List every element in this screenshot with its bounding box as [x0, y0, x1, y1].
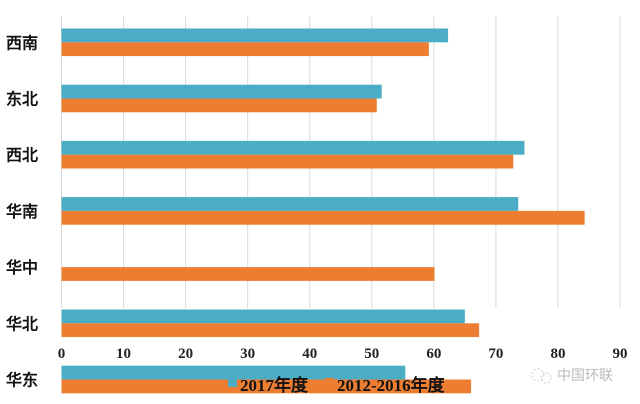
bar-2017 [61, 140, 525, 155]
x-tick-label: 80 [550, 346, 565, 362]
category-label: 西南 [6, 33, 38, 52]
bar-2017 [61, 28, 449, 43]
x-tick-label: 70 [488, 346, 503, 362]
bar-2012-2016 [61, 98, 377, 113]
bar-2017 [61, 84, 382, 99]
x-tick-label: 30 [240, 346, 255, 362]
category-label: 东北 [6, 90, 38, 109]
bar-2012-2016 [61, 210, 585, 225]
bar-2012-2016 [61, 42, 429, 57]
bar-2017 [61, 309, 465, 324]
x-tick-label: 40 [302, 346, 317, 362]
x-tick-label: 90 [613, 346, 628, 362]
x-tick-label: 50 [364, 346, 379, 362]
wechat-icon [531, 368, 545, 382]
category-label: 华东 [6, 371, 38, 390]
bar-2012-2016 [61, 323, 480, 338]
category-label: 华南 [6, 202, 38, 221]
category-label: 华北 [6, 314, 38, 333]
x-tick-label: 10 [116, 346, 131, 362]
bar-2012-2016 [61, 379, 472, 394]
legend-swatch [325, 378, 334, 387]
watermark: 中国环联 [557, 368, 613, 384]
bar-2012-2016 [61, 154, 514, 169]
wechat-icon [540, 372, 552, 384]
x-tick-label: 20 [178, 346, 193, 362]
x-tick-label: 60 [426, 346, 441, 362]
category-label: 华中 [6, 258, 38, 277]
legend-swatch [228, 378, 237, 387]
category-label: 西北 [6, 146, 38, 165]
bar-2017 [61, 197, 519, 211]
legend-label: 2012-2016年度 [337, 375, 446, 395]
legend-label: 2017年度 [240, 375, 309, 395]
x-tick-label: 0 [58, 346, 66, 362]
bar-2012-2016 [61, 267, 435, 281]
bar-2017 [61, 365, 406, 380]
